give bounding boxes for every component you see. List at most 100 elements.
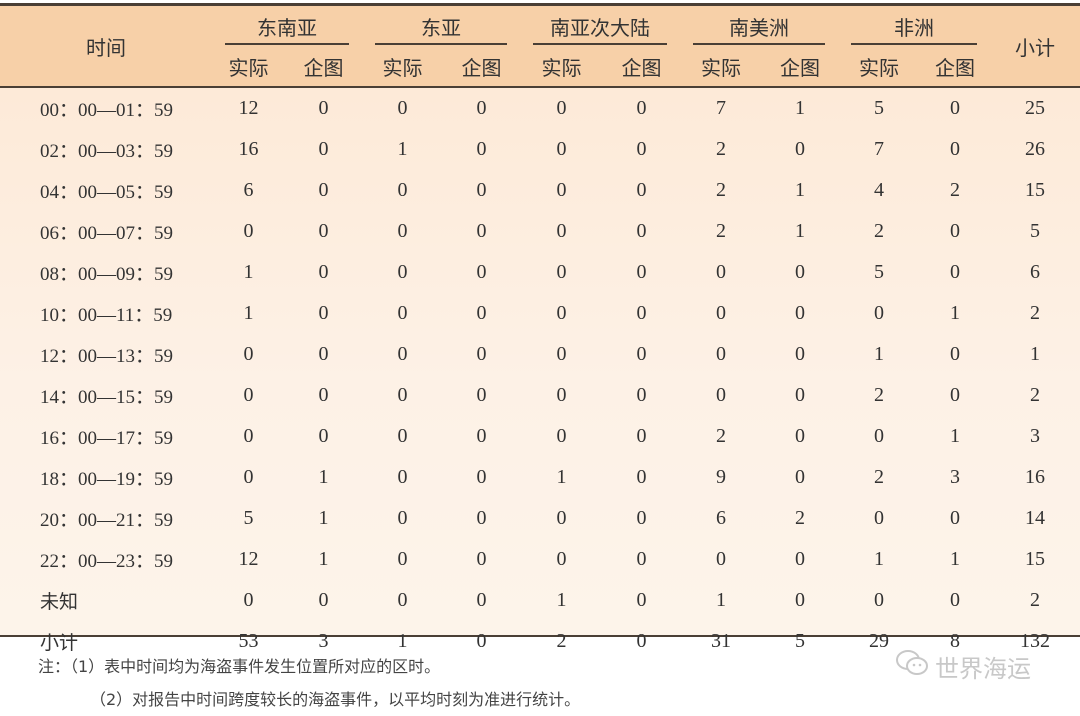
actual-cell: 0 [874,302,884,324]
attempted-cell: 0 [476,97,487,119]
actual-cell: 0 [243,589,254,611]
attempted-cell: 1 [950,302,960,324]
subheader-attempted: 企图 [935,57,975,80]
attempted-cell: 0 [318,97,329,119]
attempted-cell: 0 [636,548,647,570]
table-row: 20：00—21：59 5 1 0 0 0 0 6 2 0 0 14 [0,498,1080,539]
time-cell: 00：00—01：59 [40,100,174,121]
actual-cell: 9 [716,466,726,488]
actual-cell: 0 [716,548,726,570]
actual-cell: 2 [716,179,726,201]
table-row: 06：00—07：59 0 0 0 0 0 0 2 1 2 0 5 [0,211,1080,252]
subheader-actual: 实际 [541,57,582,80]
actual-cell: 0 [243,220,254,242]
actual-cell: 0 [716,261,726,283]
header-region-south-asia: 南亚次大陆 [520,6,680,46]
attempted-cell: 0 [318,302,329,324]
time-cell: 02：00—03：59 [40,141,174,162]
attempted-cell: 0 [318,138,329,160]
attempted-cell: 0 [950,138,960,160]
actual-cell: 0 [716,384,726,406]
attempted-cell: 0 [950,589,960,611]
actual-cell: 29 [869,630,889,652]
attempted-cell: 1 [950,548,960,570]
actual-cell: 0 [874,425,884,447]
actual-cell: 0 [397,425,408,447]
actual-cell: 1 [556,466,567,488]
actual-cell: 0 [397,220,408,242]
attempted-cell: 0 [476,220,487,242]
time-cell: 未知 [40,592,79,613]
actual-cell: 0 [556,384,567,406]
note-1: 注：（1）表中时间均为海盗事件发生位置所对应的区时。 [38,657,441,676]
actual-cell: 2 [556,630,567,652]
attempted-cell: 0 [795,302,805,324]
time-cell: 22：00—23：59 [40,551,174,572]
watermark-text: 世界海运 [935,654,1031,683]
actual-cell: 2 [874,384,884,406]
attempted-cell: 0 [318,425,329,447]
attempted-cell: 1 [318,507,329,529]
actual-cell: 1 [397,138,408,160]
time-cell: 12：00—13：59 [40,346,174,367]
actual-cell: 0 [556,507,567,529]
attempted-cell: 0 [795,261,805,283]
actual-cell: 0 [556,261,567,283]
total-cell: 6 [1030,261,1040,283]
total-cell: 3 [1030,425,1040,447]
attempted-cell: 1 [795,220,805,242]
actual-cell: 7 [874,138,884,160]
attempted-cell: 0 [476,138,487,160]
actual-cell: 0 [556,97,567,119]
attempted-cell: 1 [318,466,329,488]
actual-cell: 0 [243,343,254,365]
actual-cell: 1 [397,630,408,652]
attempted-cell: 0 [318,384,329,406]
actual-cell: 1 [243,302,254,324]
actual-cell: 5 [874,261,884,283]
attempted-cell: 0 [476,507,487,529]
attempted-cell: 0 [318,220,329,242]
header-region-southeast-asia: 东南亚 [212,6,362,46]
actual-cell: 4 [874,179,884,201]
attempted-cell: 0 [476,425,487,447]
time-cell: 小计 [40,633,79,654]
actual-cell: 53 [238,630,259,652]
actual-cell: 6 [243,179,254,201]
actual-cell: 0 [874,507,884,529]
attempted-cell: 1 [795,97,805,119]
subheader-attempted: 企图 [461,57,502,80]
attempted-cell: 0 [476,343,487,365]
total-cell: 16 [1025,466,1045,488]
actual-cell: 0 [397,97,408,119]
actual-cell: 0 [556,220,567,242]
actual-cell: 0 [556,343,567,365]
attempted-cell: 0 [636,589,647,611]
actual-cell: 1 [874,548,884,570]
subheader-actual: 实际 [701,57,741,80]
attempted-cell: 0 [476,384,487,406]
attempted-cell: 0 [795,548,805,570]
total-cell: 1 [1030,343,1040,365]
wechat-icon [895,648,931,684]
actual-cell: 31 [711,630,731,652]
table-row: 04：00—05：59 6 0 0 0 0 0 2 1 4 2 15 [0,170,1080,211]
attempted-cell: 0 [318,179,329,201]
actual-cell: 0 [397,343,408,365]
total-cell: 25 [1025,97,1045,119]
attempted-cell: 0 [636,343,647,365]
actual-cell: 5 [243,507,254,529]
attempted-cell: 0 [636,179,647,201]
actual-cell: 0 [556,138,567,160]
total-cell: 14 [1025,507,1045,529]
time-cell: 08：00—09：59 [40,264,174,285]
table-row: 16：00—17：59 0 0 0 0 0 0 2 0 0 1 3 [0,416,1080,457]
table-row: 00：00—01：59 12 0 0 0 0 0 7 1 5 0 25 [0,87,1080,129]
attempted-cell: 0 [636,97,647,119]
subheader-actual: 实际 [859,57,899,80]
attempted-cell: 0 [950,220,960,242]
attempted-cell: 0 [795,425,805,447]
attempted-cell: 0 [636,302,647,324]
time-cell: 16：00—17：59 [40,428,174,449]
attempted-cell: 0 [950,261,960,283]
